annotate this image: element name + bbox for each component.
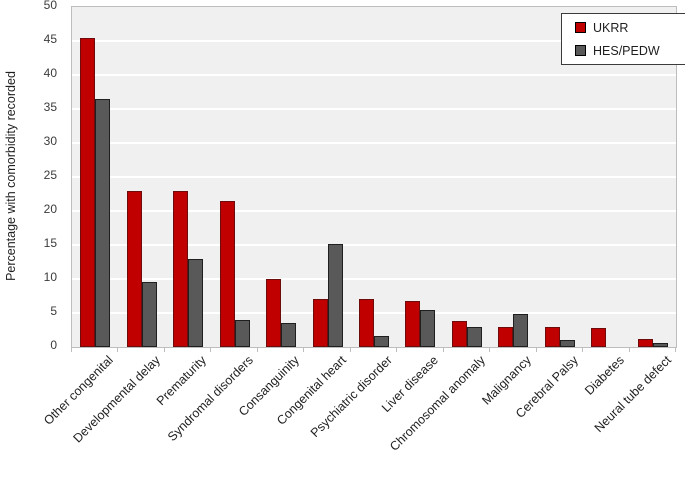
y-tick-label: 35 xyxy=(43,100,57,114)
gridline xyxy=(72,74,676,76)
bar-ukrr xyxy=(591,328,607,347)
bar-ukrr xyxy=(126,191,142,347)
bar-hes-pedw xyxy=(420,310,436,347)
y-tick-label: 10 xyxy=(43,270,57,284)
bar-ukrr xyxy=(637,339,653,347)
x-tick-mark xyxy=(675,348,676,352)
legend-item-hes-pedw: HES/PEDW xyxy=(575,44,685,58)
bar-ukrr xyxy=(173,191,189,347)
x-tick-mark xyxy=(628,348,630,352)
bar-hes-pedw xyxy=(652,343,668,347)
y-tick-label: 45 xyxy=(43,32,57,46)
bar-ukrr xyxy=(498,327,514,347)
x-tick-mark xyxy=(117,348,119,352)
bar-hes-pedw xyxy=(234,320,250,347)
gridline xyxy=(72,142,676,144)
x-tick-mark xyxy=(349,348,351,352)
legend-label-hes-pedw: HES/PEDW xyxy=(593,43,660,58)
x-tick-mark xyxy=(535,348,537,352)
bar-hes-pedw xyxy=(281,323,297,347)
bar-hes-pedw xyxy=(95,99,111,347)
bar-ukrr xyxy=(451,321,467,347)
gridline xyxy=(72,108,676,110)
bar-hes-pedw xyxy=(188,259,204,347)
bar-hes-pedw xyxy=(513,314,529,347)
x-tick-mark xyxy=(256,348,258,352)
gridline xyxy=(72,176,676,178)
bar-hes-pedw xyxy=(327,244,343,347)
legend-label-ukrr: UKRR xyxy=(593,20,629,35)
gridline xyxy=(72,312,676,314)
bar-hes-pedw xyxy=(141,282,157,347)
bar-ukrr xyxy=(219,201,235,347)
x-tick-mark xyxy=(303,348,305,352)
x-tick-mark xyxy=(71,348,72,352)
gridline xyxy=(72,244,676,246)
y-tick-label: 50 xyxy=(43,0,57,12)
x-tick-mark xyxy=(163,348,165,352)
bar-ukrr xyxy=(80,38,96,347)
y-tick-label: 0 xyxy=(50,338,57,352)
bar-ukrr xyxy=(544,327,560,347)
y-tick-label: 20 xyxy=(43,202,57,216)
x-tick-mark xyxy=(442,348,444,352)
y-tick-label: 40 xyxy=(43,66,57,80)
x-tick-mark xyxy=(396,348,398,352)
bar-ukrr xyxy=(405,301,421,347)
y-tick-label: 5 xyxy=(50,304,57,318)
legend-swatch-ukrr-icon xyxy=(575,22,586,33)
gridline xyxy=(72,40,676,42)
gridline xyxy=(72,278,676,280)
gridline xyxy=(72,210,676,212)
x-tick-mark xyxy=(489,348,491,352)
y-tick-label: 25 xyxy=(43,168,57,182)
bar-hes-pedw xyxy=(559,340,575,347)
x-axis-label: Neural tube defect xyxy=(591,353,674,436)
bar-ukrr xyxy=(266,279,282,347)
bar-ukrr xyxy=(359,299,374,347)
legend: UKRR HES/PEDW xyxy=(561,13,685,65)
legend-swatch-hes-pedw-icon xyxy=(575,45,586,56)
legend-item-ukrr: UKRR xyxy=(575,21,685,35)
x-tick-mark xyxy=(210,348,212,352)
x-tick-mark xyxy=(582,348,584,352)
y-tick-label: 30 xyxy=(43,134,57,148)
y-tick-label: 15 xyxy=(43,236,57,250)
bar-ukrr xyxy=(312,299,328,347)
bar-hes-pedw xyxy=(466,327,482,347)
bar-hes-pedw xyxy=(374,336,389,347)
